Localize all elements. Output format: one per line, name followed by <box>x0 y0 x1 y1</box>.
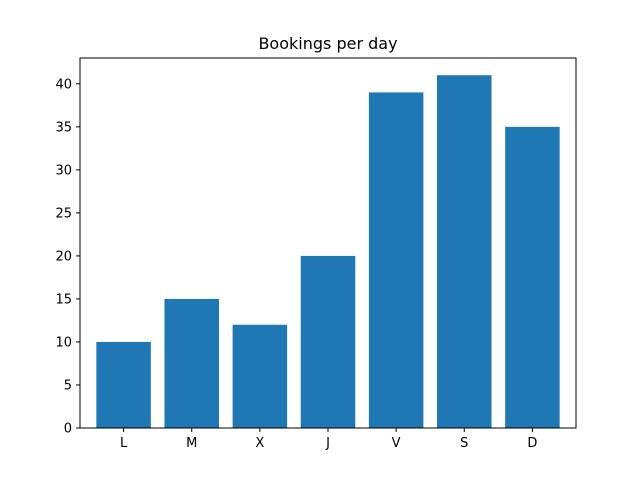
bar-S <box>437 75 492 429</box>
x-tick-label: M <box>186 436 197 451</box>
bar-M <box>164 298 219 428</box>
y-tick-label: 40 <box>55 77 72 92</box>
x-tick-label: J <box>325 436 330 451</box>
y-tick-label: 35 <box>55 120 72 135</box>
y-tick-label: 0 <box>64 422 72 437</box>
y-tick-label: 25 <box>55 206 72 221</box>
x-tick-label: V <box>392 436 401 451</box>
bar-J <box>300 255 356 428</box>
bar-L <box>96 341 151 428</box>
x-tick-label: S <box>460 436 468 451</box>
bar-D <box>505 126 560 428</box>
y-tick-label: 20 <box>55 249 72 264</box>
y-tick-label: 5 <box>64 378 72 393</box>
bar-X <box>232 324 288 428</box>
chart-title: Bookings per day <box>258 34 397 53</box>
y-tick-label: 15 <box>55 292 72 307</box>
bar-V <box>368 92 424 429</box>
plot-frame <box>79 57 577 429</box>
bars-group <box>96 75 560 429</box>
x-tick-label: D <box>527 436 537 451</box>
y-tick-label: 30 <box>55 163 72 178</box>
x-tick-label: X <box>255 436 264 451</box>
y-axis-ticks: 0 5 10 15 20 25 30 35 40 <box>55 77 80 437</box>
x-tick-label: L <box>120 436 128 451</box>
y-tick-label: 10 <box>55 335 72 350</box>
